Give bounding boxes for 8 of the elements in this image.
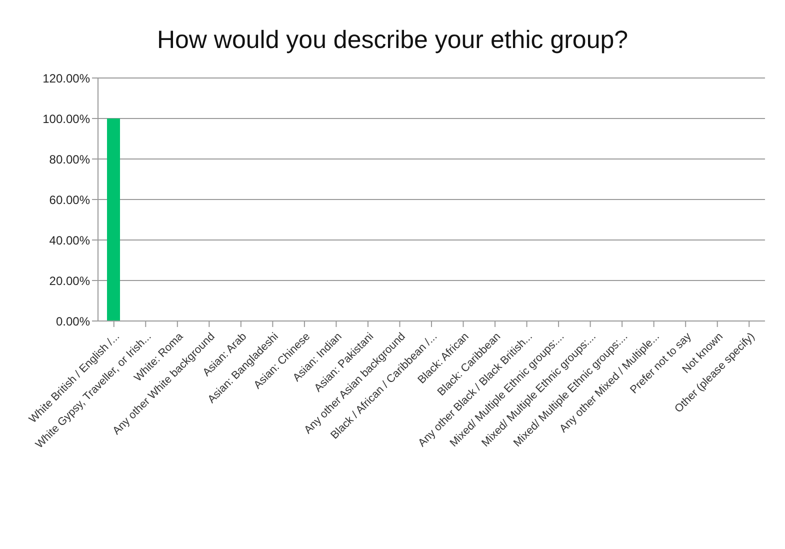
- chart-title: How would you describe your ethic group?: [156, 25, 630, 56]
- y-tick-label: 40.00%: [49, 233, 90, 248]
- y-tick-label: 60.00%: [49, 192, 90, 207]
- y-tick-label: 120.00%: [42, 71, 90, 86]
- y-tick-label: 80.00%: [49, 152, 90, 166]
- y-tick-label: 20.00%: [49, 274, 90, 288]
- y-tick-label: 100.00%: [42, 112, 90, 126]
- y-tick-label: 0.00%: [56, 314, 90, 328]
